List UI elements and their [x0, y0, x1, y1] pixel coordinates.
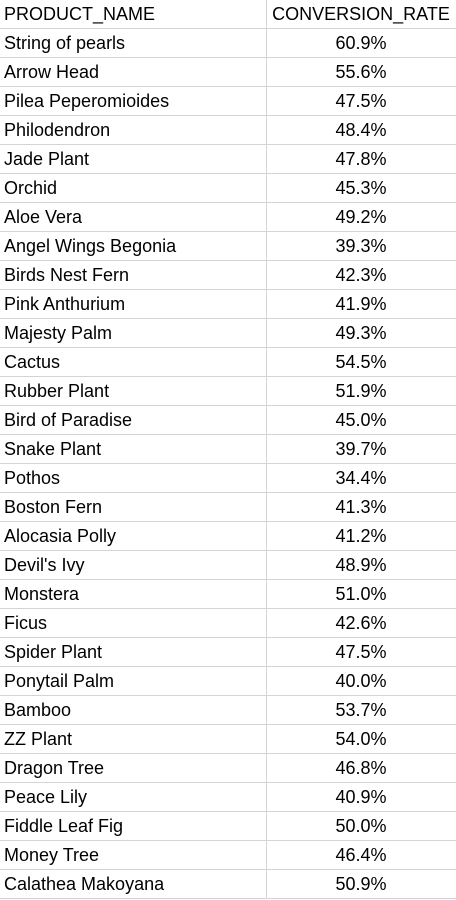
table-row: Dragon Tree 46.8% [0, 753, 456, 783]
conversion-rate-cell[interactable]: 55.6% [266, 57, 456, 87]
conversion-rate-cell[interactable]: 48.9% [266, 550, 456, 580]
product-name-cell[interactable]: Pothos [0, 463, 267, 493]
table-row: Boston Fern 41.3% [0, 492, 456, 522]
product-name-cell[interactable]: Bird of Paradise [0, 405, 267, 435]
product-name-cell[interactable]: Calathea Makoyana [0, 869, 267, 899]
conversion-rate-cell[interactable]: 51.9% [266, 376, 456, 406]
conversion-rate-cell[interactable]: 46.8% [266, 753, 456, 783]
table-row: Aloe Vera 49.2% [0, 202, 456, 232]
conversion-rate-cell[interactable]: 54.5% [266, 347, 456, 377]
product-name-cell[interactable]: Philodendron [0, 115, 267, 145]
conversion-rate-cell[interactable]: 47.8% [266, 144, 456, 174]
table-body: String of pearls 60.9% Arrow Head 55.6% Pi… [0, 28, 456, 899]
table-row: Rubber Plant 51.9% [0, 376, 456, 406]
product-name-cell[interactable]: Dragon Tree [0, 753, 267, 783]
table-row: Majesty Palm 49.3% [0, 318, 456, 348]
table-row: Fiddle Leaf Fig 50.0% [0, 811, 456, 841]
conversion-rate-cell[interactable]: 49.2% [266, 202, 456, 232]
product-name-cell[interactable]: Aloe Vera [0, 202, 267, 232]
product-name-cell[interactable]: Peace Lily [0, 782, 267, 812]
conversion-rate-cell[interactable]: 60.9% [266, 28, 456, 58]
table-row: Ficus 42.6% [0, 608, 456, 638]
conversion-rate-cell[interactable]: 51.0% [266, 579, 456, 609]
table-row: String of pearls 60.9% [0, 28, 456, 58]
product-name-cell[interactable]: Rubber Plant [0, 376, 267, 406]
conversion-rate-cell[interactable]: 41.9% [266, 289, 456, 319]
conversion-rate-cell[interactable]: 50.0% [266, 811, 456, 841]
product-name-cell[interactable]: Jade Plant [0, 144, 267, 174]
conversion-rate-cell[interactable]: 34.4% [266, 463, 456, 493]
product-name-cell[interactable]: Birds Nest Fern [0, 260, 267, 290]
conversion-rate-cell[interactable]: 45.0% [266, 405, 456, 435]
header-conversion-rate-cell[interactable]: CONVERSION_RATE [266, 0, 456, 29]
product-name-cell[interactable]: Alocasia Polly [0, 521, 267, 551]
table-row: Alocasia Polly 41.2% [0, 521, 456, 551]
conversion-rate-cell[interactable]: 49.3% [266, 318, 456, 348]
table-row: Calathea Makoyana 50.9% [0, 869, 456, 899]
table-row: Pilea Peperomioides 47.5% [0, 86, 456, 116]
table-row: ZZ Plant 54.0% [0, 724, 456, 754]
product-name-cell[interactable]: Orchid [0, 173, 267, 203]
product-name-cell[interactable]: Majesty Palm [0, 318, 267, 348]
conversion-rate-cell[interactable]: 50.9% [266, 869, 456, 899]
product-name-cell[interactable]: Boston Fern [0, 492, 267, 522]
table-row: Monstera 51.0% [0, 579, 456, 609]
product-name-cell[interactable]: String of pearls [0, 28, 267, 58]
conversion-rate-cell[interactable]: 39.7% [266, 434, 456, 464]
conversion-rate-cell[interactable]: 47.5% [266, 637, 456, 667]
conversion-rate-cell[interactable]: 42.6% [266, 608, 456, 638]
table-row: Pothos 34.4% [0, 463, 456, 493]
conversion-rate-cell[interactable]: 40.9% [266, 782, 456, 812]
product-name-cell[interactable]: Money Tree [0, 840, 267, 870]
table-row: Jade Plant 47.8% [0, 144, 456, 174]
table-row: Spider Plant 47.5% [0, 637, 456, 667]
product-name-cell[interactable]: Pilea Peperomioides [0, 86, 267, 116]
product-name-cell[interactable]: Ponytail Palm [0, 666, 267, 696]
product-name-cell[interactable]: Spider Plant [0, 637, 267, 667]
product-name-cell[interactable]: Monstera [0, 579, 267, 609]
header-row: PRODUCT_NAME CONVERSION_RATE [0, 0, 456, 29]
table-row: Cactus 54.5% [0, 347, 456, 377]
conversion-rate-cell[interactable]: 39.3% [266, 231, 456, 261]
conversion-rate-cell[interactable]: 41.2% [266, 521, 456, 551]
conversion-rate-cell[interactable]: 42.3% [266, 260, 456, 290]
product-name-cell[interactable]: Arrow Head [0, 57, 267, 87]
table-row: Birds Nest Fern 42.3% [0, 260, 456, 290]
table-row: Philodendron 48.4% [0, 115, 456, 145]
conversion-rate-cell[interactable]: 40.0% [266, 666, 456, 696]
table-row: Ponytail Palm 40.0% [0, 666, 456, 696]
product-name-cell[interactable]: ZZ Plant [0, 724, 267, 754]
table-row: Orchid 45.3% [0, 173, 456, 203]
conversion-rate-cell[interactable]: 53.7% [266, 695, 456, 725]
table-row: Devil's Ivy 48.9% [0, 550, 456, 580]
conversion-rate-cell[interactable]: 45.3% [266, 173, 456, 203]
conversion-rate-cell[interactable]: 54.0% [266, 724, 456, 754]
product-name-cell[interactable]: Ficus [0, 608, 267, 638]
product-name-cell[interactable]: Devil's Ivy [0, 550, 267, 580]
table-row: Bird of Paradise 45.0% [0, 405, 456, 435]
conversion-rate-cell[interactable]: 48.4% [266, 115, 456, 145]
table-row: Pink Anthurium 41.9% [0, 289, 456, 319]
conversion-rate-cell[interactable]: 47.5% [266, 86, 456, 116]
product-name-cell[interactable]: Bamboo [0, 695, 267, 725]
table-row: Angel Wings Begonia 39.3% [0, 231, 456, 261]
table-row: Snake Plant 39.7% [0, 434, 456, 464]
conversion-rate-cell[interactable]: 41.3% [266, 492, 456, 522]
table-row: Arrow Head 55.6% [0, 57, 456, 87]
product-name-cell[interactable]: Pink Anthurium [0, 289, 267, 319]
header-product-name-cell[interactable]: PRODUCT_NAME [0, 0, 267, 29]
product-name-cell[interactable]: Fiddle Leaf Fig [0, 811, 267, 841]
conversion-rate-cell[interactable]: 46.4% [266, 840, 456, 870]
product-name-cell[interactable]: Snake Plant [0, 434, 267, 464]
product-name-cell[interactable]: Angel Wings Begonia [0, 231, 267, 261]
table-row: Money Tree 46.4% [0, 840, 456, 870]
table-row: Bamboo 53.7% [0, 695, 456, 725]
table-row: Peace Lily 40.9% [0, 782, 456, 812]
product-name-cell[interactable]: Cactus [0, 347, 267, 377]
